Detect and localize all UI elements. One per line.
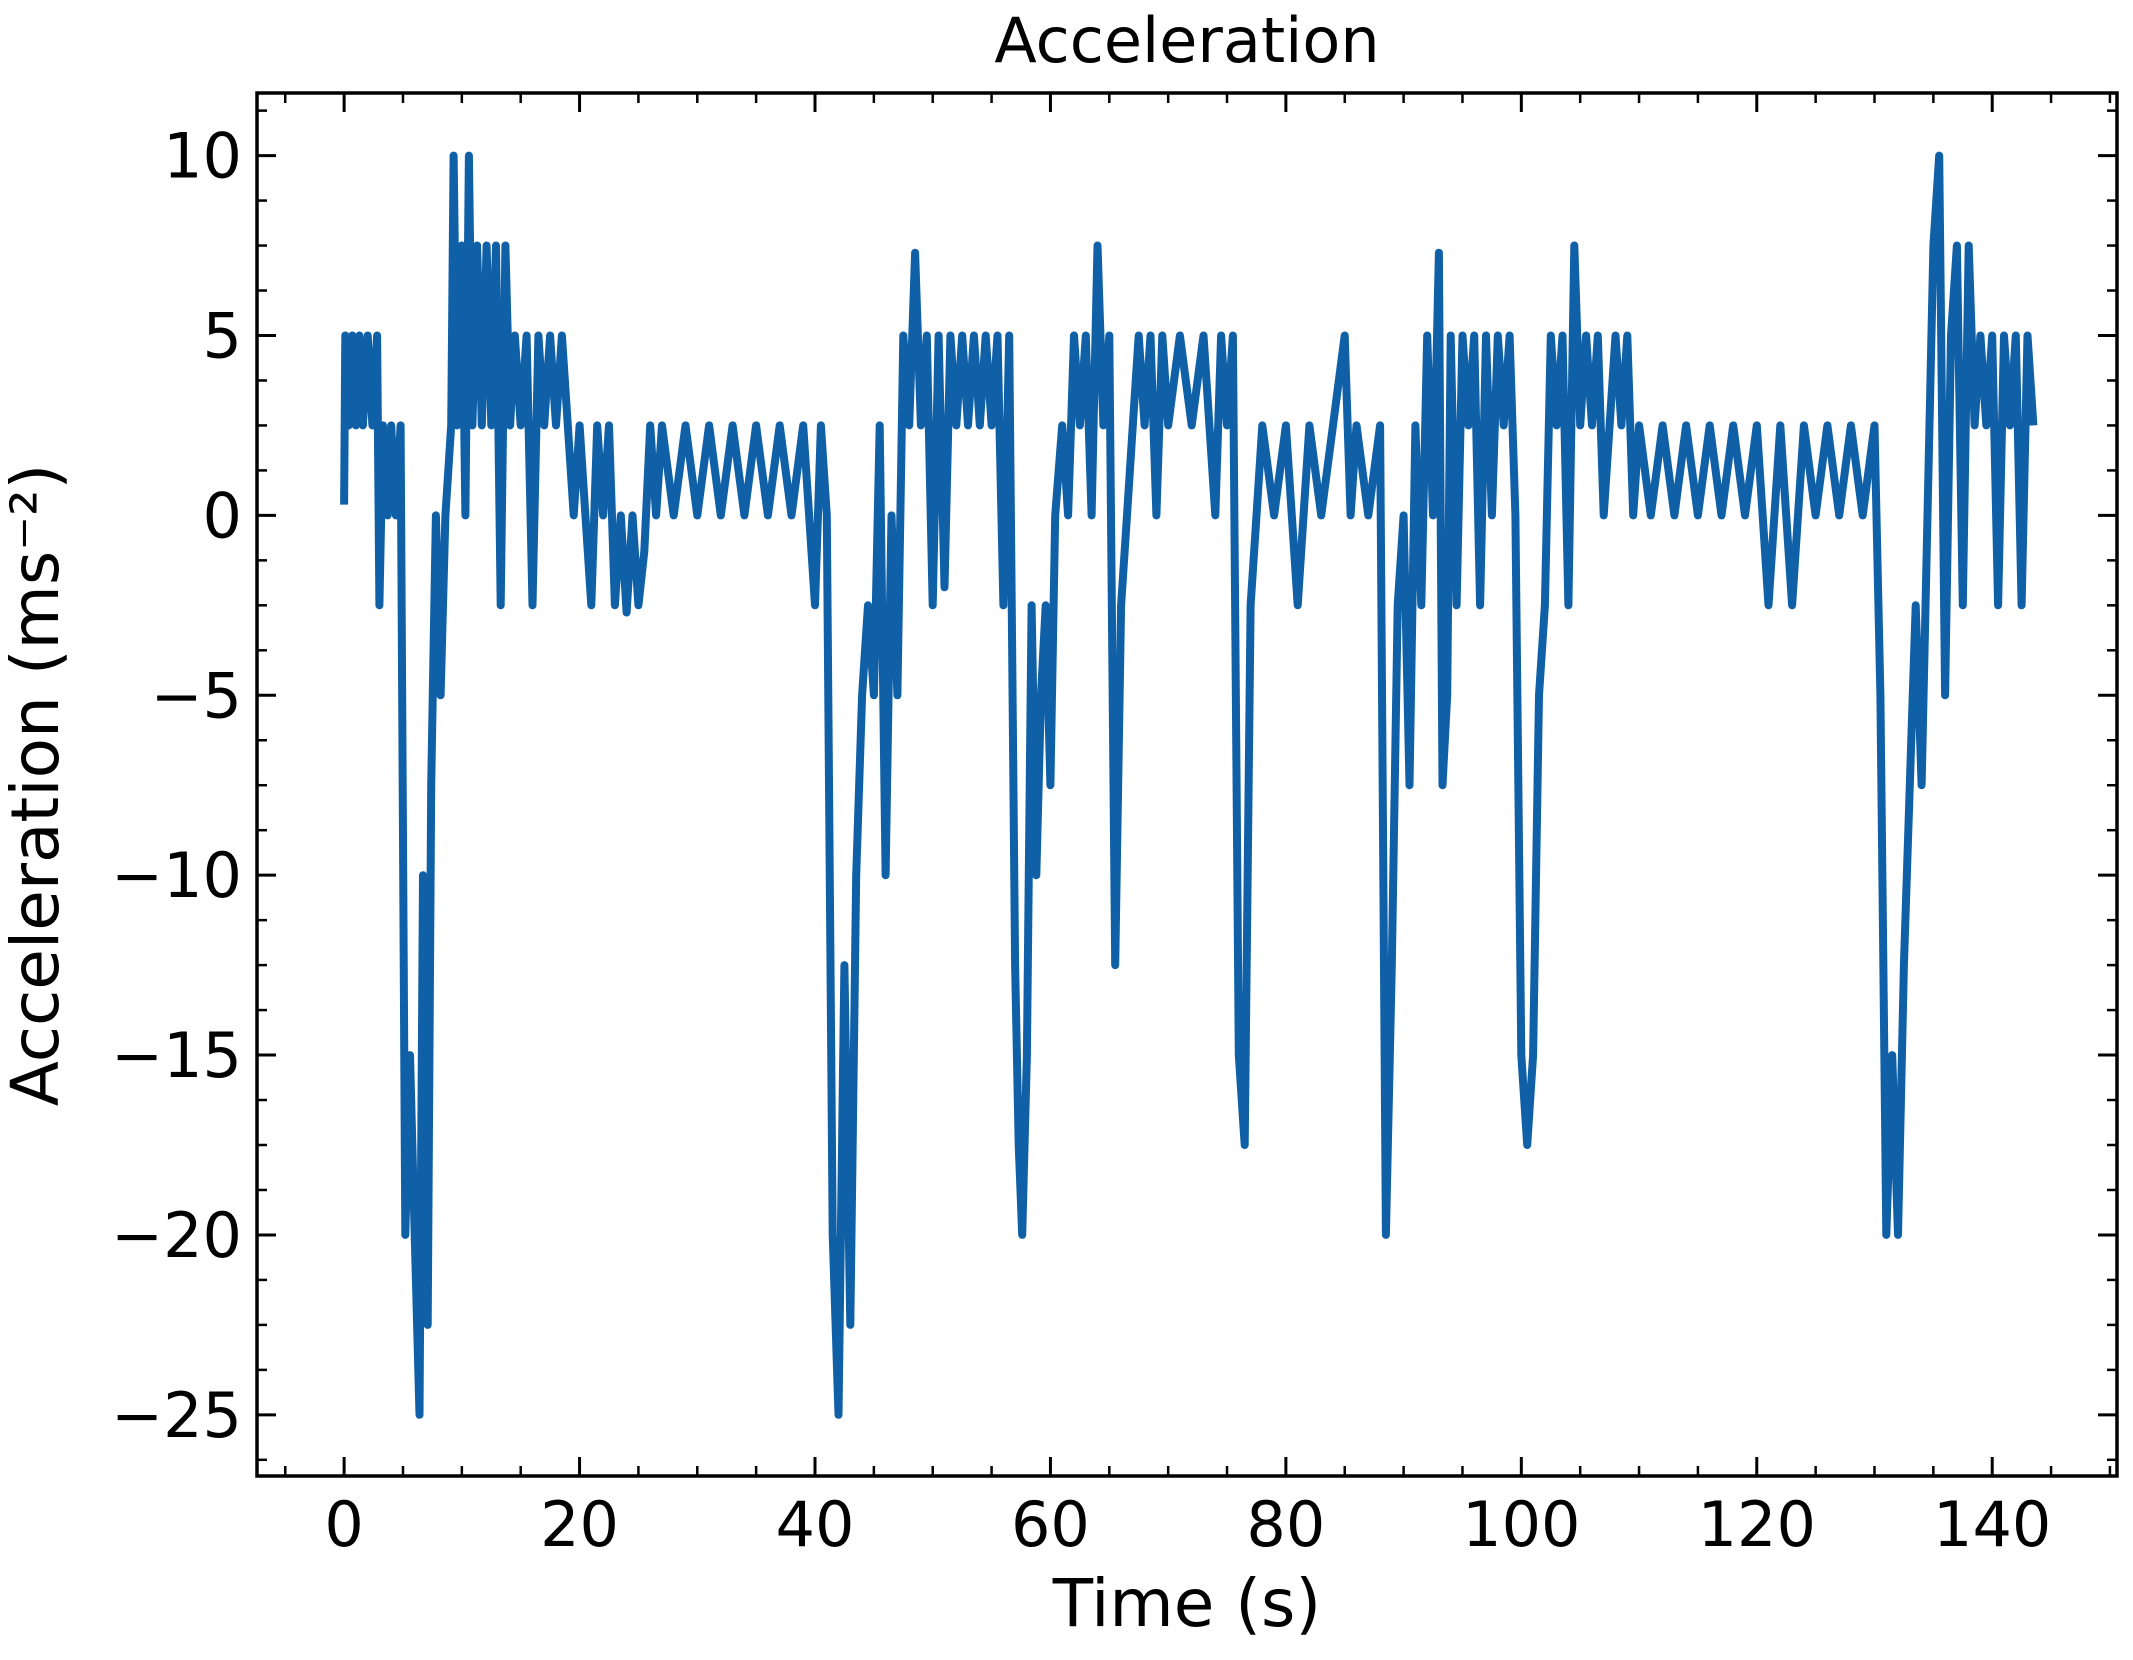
- x-tick-label: 140: [1933, 1488, 2051, 1561]
- y-tick-label: −25: [111, 1379, 242, 1452]
- y-tick-label: −10: [111, 839, 242, 912]
- x-tick-label: 120: [1698, 1488, 1816, 1561]
- chart-title: Acceleration: [994, 4, 1379, 77]
- y-tick-label: −20: [111, 1199, 242, 1272]
- data-line: [340, 151, 2038, 1419]
- plot-frame: [255, 91, 2119, 1478]
- x-tick-label: 80: [1246, 1488, 1325, 1561]
- y-tick-label: 5: [203, 299, 242, 372]
- x-tick-label: 40: [776, 1488, 855, 1561]
- y-axis-label: Acceleration (ms⁻²): [0, 464, 74, 1107]
- y-tick-label: −5: [151, 659, 242, 732]
- x-tick-label: 60: [1011, 1488, 1090, 1561]
- y-tick-label: 10: [163, 120, 242, 193]
- x-tick-label: 0: [324, 1488, 363, 1561]
- x-axis-label: Time (s): [1052, 1565, 1321, 1642]
- y-tick-label: −15: [111, 1019, 242, 1092]
- y-tick-label: 0: [203, 479, 242, 552]
- x-tick-label: 20: [540, 1488, 619, 1561]
- x-tick-label: 100: [1462, 1488, 1580, 1561]
